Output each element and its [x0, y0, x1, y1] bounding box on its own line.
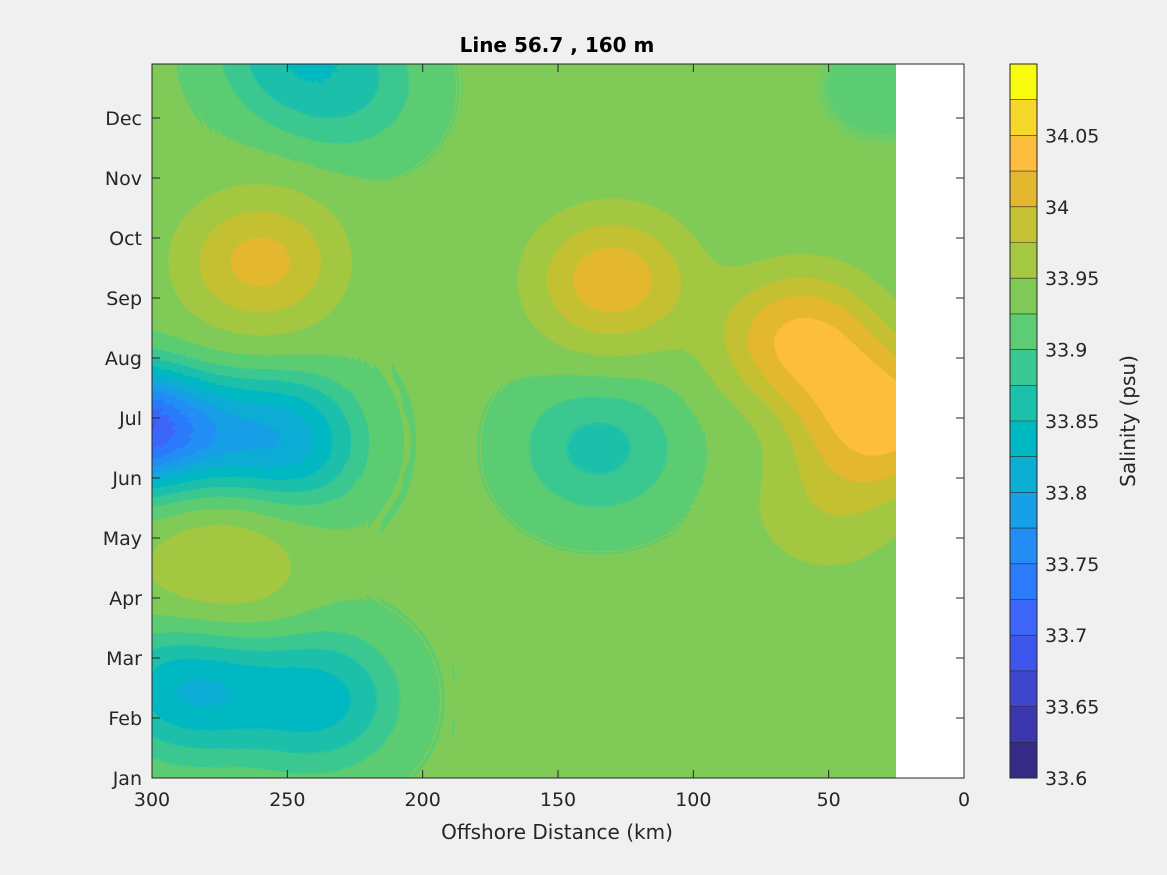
- colorbar-label: Salinity (psu): [1116, 355, 1140, 487]
- y-tick-label: Aug: [105, 348, 142, 370]
- colorbar-tick-label: 33.8: [1045, 482, 1087, 504]
- y-tick-label: Mar: [106, 648, 142, 670]
- y-tick-label: Jun: [111, 468, 142, 490]
- x-tick-label: 150: [540, 789, 576, 811]
- colorbar-tick-label: 33.9: [1045, 340, 1087, 362]
- colorbar-frame: [1009, 63, 1038, 779]
- colorbar-bands: [1010, 64, 1037, 779]
- colorbar-band: [1010, 278, 1037, 315]
- colorbar-tick-label: 34.05: [1045, 125, 1099, 147]
- contour-feature-6: [537, 225, 688, 335]
- colorbar-tick-label: 33.6: [1045, 768, 1087, 790]
- colorbar-band: [1010, 242, 1037, 279]
- x-tick-label: 200: [405, 789, 441, 811]
- contour-feature-7: [726, 285, 877, 395]
- x-tick-label: 0: [958, 789, 970, 811]
- contour-feature-12: [227, 64, 375, 107]
- colorbar-band: [1010, 492, 1037, 529]
- colorbar-band: [1010, 206, 1037, 243]
- contour-feature-9: [753, 453, 896, 563]
- colorbar-tick-label: 33.75: [1045, 554, 1099, 576]
- y-ticks: Jan Feb Mar Apr May Jun Jul Aug Sep Oct Nov Dec: [103, 108, 964, 790]
- x-tick-label: 300: [134, 789, 170, 811]
- colorbar: 33.6 33.65 33.7 33.75 33.8 33.85 33.9 33.95 34 34…: [1009, 63, 1140, 790]
- colorbar-tick-label: 33.7: [1045, 625, 1087, 647]
- y-tick-label: Nov: [105, 168, 142, 190]
- contour-feature-4: [523, 393, 674, 503]
- colorbar-band: [1010, 528, 1037, 565]
- colorbar-tick-label: 33.65: [1045, 697, 1099, 719]
- field-blobs: [152, 64, 896, 755]
- contour-feature-8: [807, 363, 896, 473]
- colorbar-band: [1010, 599, 1037, 636]
- colorbar-band: [1010, 171, 1037, 208]
- colorbar-band: [1010, 313, 1037, 351]
- colorbar-ticks: 33.6 33.65 33.7 33.75 33.8 33.85 33.9 33.95 34 34…: [1045, 125, 1099, 790]
- colorbar-band: [1010, 99, 1037, 136]
- x-axis-label: Offshore Distance (km): [441, 820, 673, 844]
- y-tick-label: May: [103, 528, 142, 550]
- contour-feature-2: [152, 633, 268, 743]
- colorbar-band: [1010, 635, 1037, 672]
- y-tick-label: Sep: [106, 288, 142, 310]
- contour-field: [152, 64, 896, 778]
- x-tick-label: 50: [817, 789, 841, 811]
- y-tick-label: Dec: [105, 108, 142, 130]
- contour-feature-3: [239, 645, 390, 755]
- colorbar-band: [1010, 385, 1037, 422]
- colorbar-band: [1010, 742, 1037, 779]
- contour-feature-13: [807, 64, 896, 143]
- colorbar-tick-label: 33.95: [1045, 268, 1099, 290]
- colorbar-band: [1010, 456, 1037, 493]
- y-tick-label: Jul: [118, 408, 142, 430]
- colorbar-band: [1010, 64, 1037, 101]
- y-tick-label: Jan: [112, 768, 142, 790]
- colorbar-band: [1010, 706, 1037, 743]
- y-tick-label: Feb: [108, 708, 142, 730]
- contour-feature-10: [152, 507, 295, 617]
- colorbar-band: [1010, 349, 1037, 386]
- colorbar-tick-label: 34: [1045, 197, 1069, 219]
- y-tick-label: Apr: [109, 588, 142, 610]
- colorbar-band: [1010, 135, 1037, 172]
- chart-title: Line 56.7 , 160 m: [460, 33, 655, 57]
- contour-feature-1: [198, 387, 349, 497]
- colorbar-tick-label: 33.85: [1045, 411, 1099, 433]
- y-tick-label: Oct: [109, 228, 142, 250]
- x-tick-label: 250: [269, 789, 305, 811]
- plot-frame: [151, 63, 965, 779]
- colorbar-band: [1010, 563, 1037, 600]
- x-ticks: 300 250 200 150 100 50 0: [134, 64, 970, 811]
- x-tick-label: 100: [675, 789, 711, 811]
- contour-feature-5: [185, 207, 336, 317]
- colorbar-band: [1010, 421, 1037, 458]
- colorbar-band: [1010, 670, 1037, 708]
